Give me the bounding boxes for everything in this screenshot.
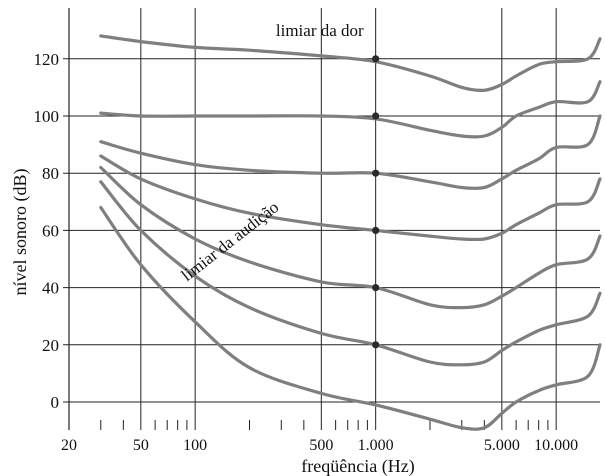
marker-point: [372, 284, 380, 292]
series-line-5: [99, 114, 602, 190]
x-tick-label: 5.000: [484, 437, 520, 454]
marker-group: [372, 55, 380, 349]
y-tick-label: 0: [51, 393, 60, 412]
series-line-6: [99, 80, 602, 139]
y-tick-label: 40: [42, 279, 59, 298]
x-tick-label: 10.000: [534, 437, 578, 454]
x-tick-label: 100: [183, 437, 207, 454]
series-line-1: [99, 205, 602, 431]
annotation-pain-threshold: limiar da dor: [276, 21, 364, 40]
marker-point: [372, 341, 380, 349]
y-tick-label: 20: [42, 336, 59, 355]
y-tick-label: 80: [42, 164, 59, 183]
grid: [63, 8, 600, 430]
y-tick-label: 100: [34, 107, 60, 126]
y-tick-label: 60: [42, 221, 59, 240]
y-axis-label: nível sonoro (dB): [10, 169, 31, 296]
x-axis-label: freqüência (Hz): [301, 456, 414, 476]
marker-point: [372, 55, 380, 63]
marker-point: [372, 112, 380, 120]
tick-labels: 0 20 40 60 80 100 120 20 50 100 500 1.000 5.000 10.00…: [34, 50, 579, 454]
marker-point: [372, 169, 380, 177]
x-tick-label: 20: [61, 437, 77, 454]
x-tick-label: 50: [133, 437, 149, 454]
y-tick-label: 120: [34, 50, 60, 69]
series-group: [99, 34, 602, 431]
marker-point: [372, 226, 380, 234]
series-line-7: [99, 34, 602, 92]
x-tick-label: 500: [309, 437, 333, 454]
series-line-4: [99, 154, 602, 242]
series-line-3: [99, 165, 602, 310]
x-tick-label: 1.000: [358, 437, 394, 454]
series-line-2: [99, 180, 602, 367]
